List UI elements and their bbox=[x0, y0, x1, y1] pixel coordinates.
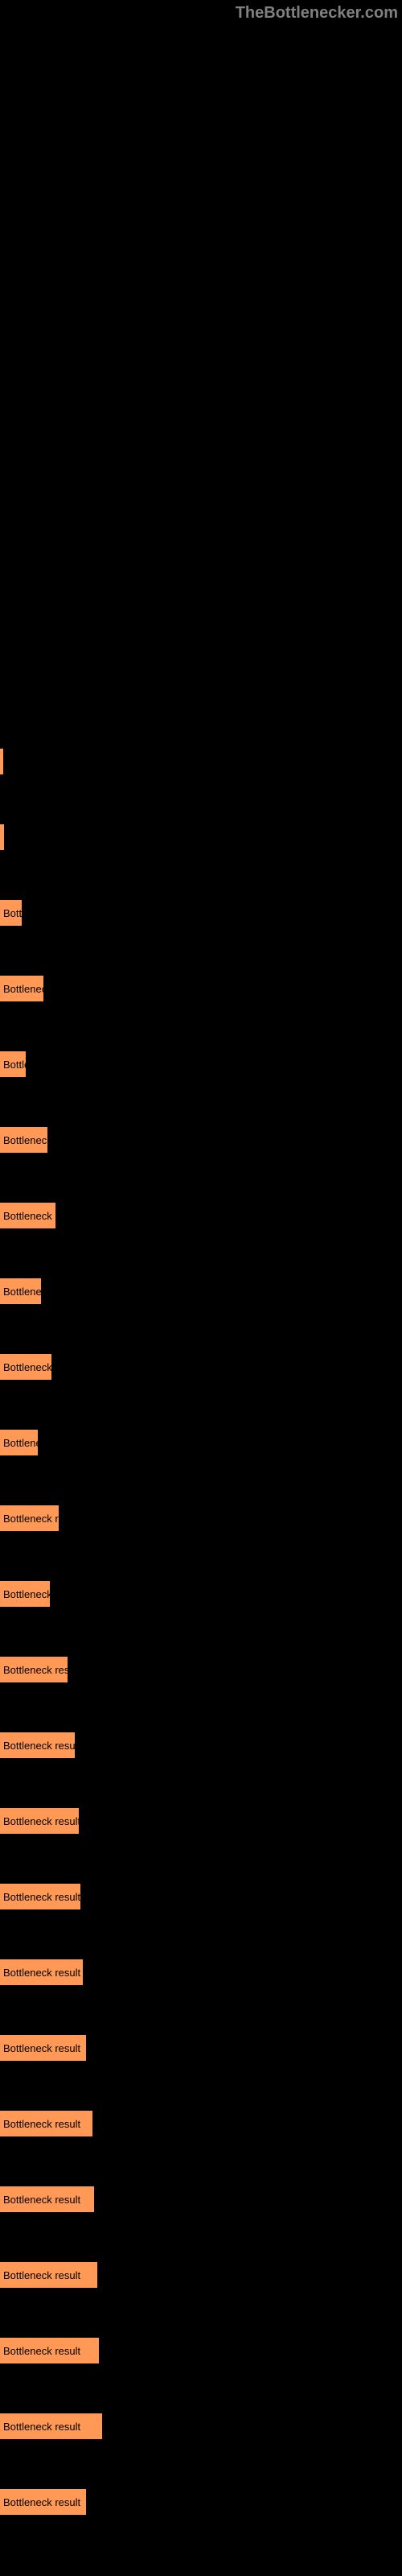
bar-row: Bottleneck result bbox=[0, 2489, 402, 2515]
bar-row: Bottleneck result bbox=[0, 1959, 402, 1985]
bar-row: Bottleneck result bbox=[0, 2035, 402, 2061]
bar-row: Bottleneck bbox=[0, 976, 402, 1001]
bar-row: Bottlenec bbox=[0, 1430, 402, 1455]
bar: Bottleneck res bbox=[0, 1203, 55, 1228]
bar: Bottleneck result bbox=[0, 2489, 86, 2515]
bar: Bottleneck result bbox=[0, 1884, 80, 1909]
bar bbox=[0, 824, 4, 850]
bar-row: Bottleneck result bbox=[0, 2186, 402, 2212]
bar: Bottleneck result bbox=[0, 2186, 94, 2212]
bar: Bottleneck resu bbox=[0, 1505, 59, 1531]
bar: Bottleneck result bbox=[0, 1808, 79, 1834]
bar-chart: Bottle Bottleneck Bottler Bottleneck t Bottl… bbox=[0, 749, 402, 2565]
bar-row: Bottleneck res bbox=[0, 1203, 402, 1228]
bar: Bottleneck result bbox=[0, 1657, 68, 1682]
bar: Bottleneck r bbox=[0, 1581, 50, 1607]
bar-row: Bottleneck resu bbox=[0, 1505, 402, 1531]
bar-row: Bottleneck result bbox=[0, 1732, 402, 1758]
bar: Bottleneck result bbox=[0, 1732, 75, 1758]
bar-row: Bottleneck result bbox=[0, 2262, 402, 2288]
bar-row: Bottleneck result bbox=[0, 1808, 402, 1834]
bar: Bottle bbox=[0, 900, 22, 926]
bar: Bottleneck bbox=[0, 1278, 41, 1304]
bar-row: Bottleneck t bbox=[0, 1127, 402, 1153]
bar-row: Bottleneck result bbox=[0, 2111, 402, 2136]
bar: Bottleneck t bbox=[0, 1127, 47, 1153]
bar-row bbox=[0, 749, 402, 774]
bar: Bottler bbox=[0, 1051, 26, 1077]
bar-row: Bottleneck r bbox=[0, 1581, 402, 1607]
bar-row: Bottleneck bbox=[0, 1278, 402, 1304]
bar-row: Bottleneck result bbox=[0, 2413, 402, 2439]
watermark-text: TheBottlenecker.com bbox=[236, 4, 398, 23]
bar: Bottleneck bbox=[0, 976, 43, 1001]
bar-row: Bottleneck re bbox=[0, 1354, 402, 1380]
bar: Bottleneck result bbox=[0, 2262, 97, 2288]
bar: Bottleneck result bbox=[0, 1959, 83, 1985]
bar: Bottleneck result bbox=[0, 2338, 99, 2363]
bar-row: Bottle bbox=[0, 900, 402, 926]
bar: Bottleneck re bbox=[0, 1354, 51, 1380]
bar-row: Bottleneck result bbox=[0, 2338, 402, 2363]
bar-row: Bottleneck result bbox=[0, 1657, 402, 1682]
bar: Bottleneck result bbox=[0, 2111, 92, 2136]
bar: Bottleneck result bbox=[0, 2413, 102, 2439]
bar: Bottlenec bbox=[0, 1430, 38, 1455]
bar-row bbox=[0, 824, 402, 850]
bar bbox=[0, 749, 3, 774]
bar-row: Bottler bbox=[0, 1051, 402, 1077]
bar: Bottleneck result bbox=[0, 2035, 86, 2061]
bar-row: Bottleneck result bbox=[0, 1884, 402, 1909]
